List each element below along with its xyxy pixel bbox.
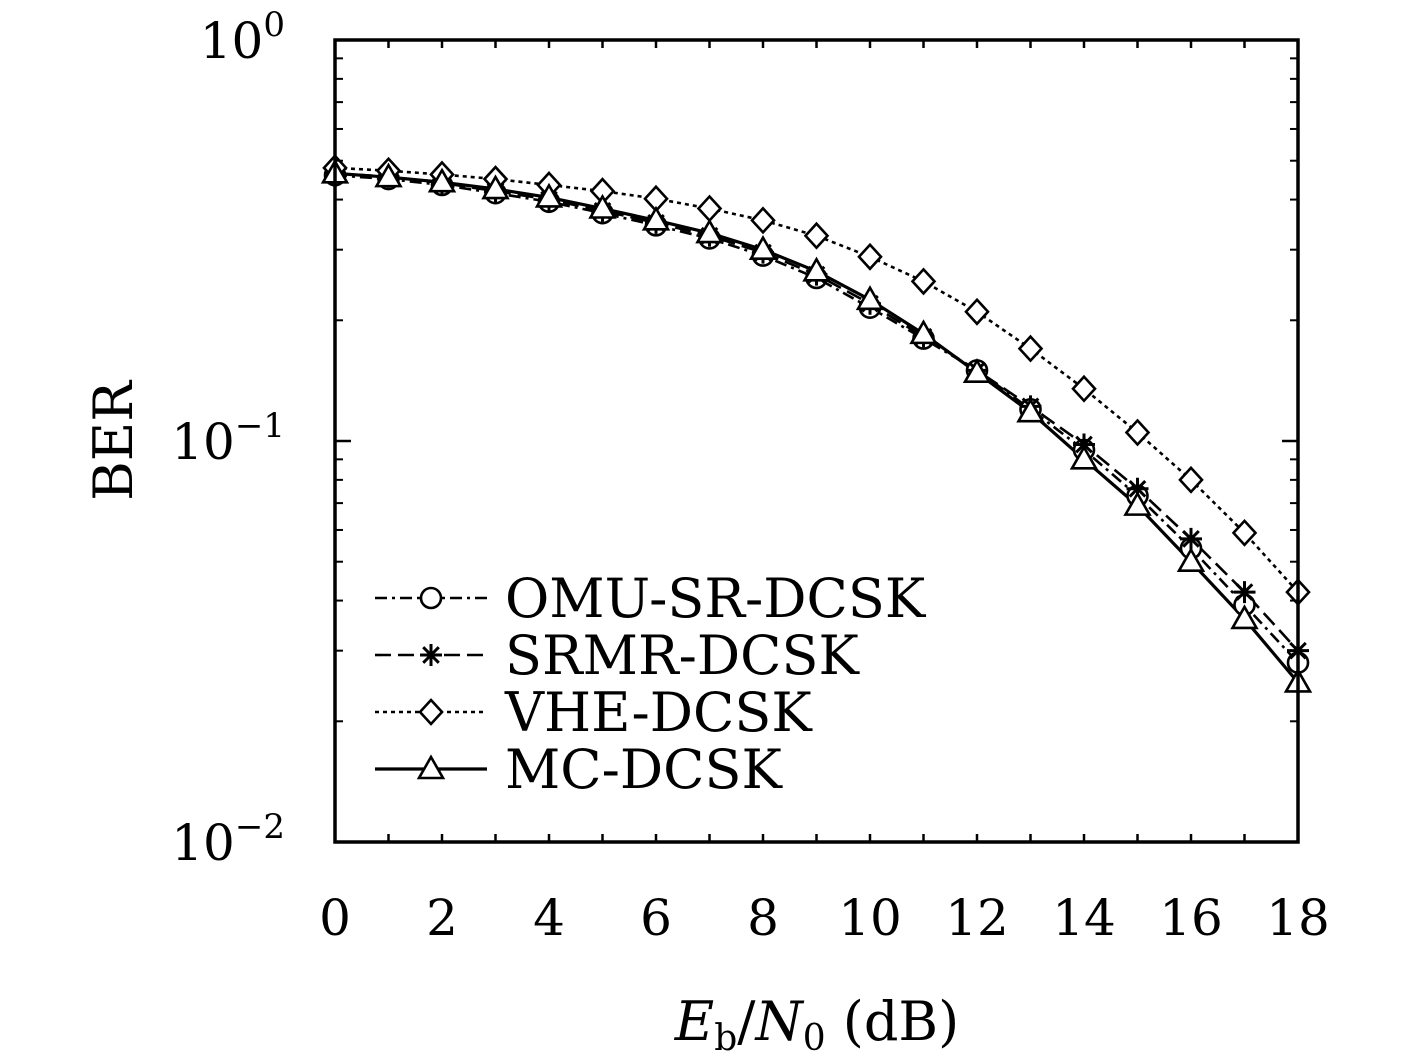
x-axis-label-n: N <box>753 990 804 1053</box>
legend-label: MC-DCSK <box>505 738 783 801</box>
x-tick-label: 6 <box>640 889 672 947</box>
data-point-diamond <box>696 194 723 223</box>
data-point-triangle <box>641 205 671 231</box>
data-point-diamond <box>1124 418 1151 447</box>
x-axis-label: Eb/N0 (dB) <box>674 990 959 1059</box>
legend-marker-triangle <box>416 754 446 780</box>
data-point-triangle <box>1230 604 1259 630</box>
y-tick-label: 100 <box>200 5 285 70</box>
data-point-star <box>1126 477 1149 500</box>
data-point-triangle <box>588 193 617 219</box>
data-point-triangle <box>374 162 403 188</box>
legend-label: VHE-DCSK <box>504 681 813 744</box>
data-point-diamond <box>910 267 937 296</box>
legend-marker-star <box>420 644 442 666</box>
x-axis-label-sub-0: 0 <box>803 1018 826 1059</box>
y-tick-label: 10−2 <box>171 807 285 872</box>
data-point-diamond <box>1231 518 1258 547</box>
data-point-triangle <box>427 167 457 193</box>
data-point-diamond <box>964 297 990 326</box>
x-axis-label-sub-b: b <box>714 1018 737 1059</box>
data-point-triangle <box>534 182 564 208</box>
x-tick-label: 14 <box>1052 889 1116 947</box>
y-tick-label: 10−1 <box>171 406 285 471</box>
x-tick-label: 4 <box>533 889 565 947</box>
data-point-triangle <box>855 285 885 311</box>
data-point-star <box>1233 581 1256 604</box>
data-point-triangle <box>1123 491 1152 516</box>
x-axis-label-unit: (dB) <box>826 990 960 1053</box>
x-tick-label: 12 <box>945 889 1009 947</box>
marker-layer <box>320 153 1313 693</box>
x-tick-label: 16 <box>1159 889 1223 947</box>
data-point-diamond <box>1071 374 1097 403</box>
y-axis-label: BER <box>82 380 145 501</box>
data-point-triangle <box>909 319 938 345</box>
data-point-triangle <box>481 174 510 200</box>
data-point-diamond <box>803 221 830 250</box>
data-point-triangle <box>962 358 992 384</box>
legend-label: OMU-SR-DCSK <box>505 567 927 630</box>
x-axis-label-slash: / <box>737 990 756 1053</box>
data-point-diamond <box>1178 465 1204 494</box>
data-point-triangle <box>748 235 778 260</box>
data-point-triangle <box>802 256 831 282</box>
data-point-diamond <box>750 206 776 235</box>
x-axis-label-e: E <box>674 990 714 1053</box>
legend-marker-diamond <box>418 698 444 726</box>
data-point-diamond <box>1017 334 1044 363</box>
data-point-triangle <box>1016 397 1045 423</box>
legend-label: SRMR-DCSK <box>505 624 860 687</box>
x-tick-label: 2 <box>426 889 458 947</box>
x-tick-label: 0 <box>319 889 351 947</box>
tick-layer: 0 2 4 6 8 10 12 14 16 18 100 10−1 10−2 <box>171 5 1330 947</box>
data-point-diamond <box>857 242 883 271</box>
data-point-triangle <box>695 218 724 244</box>
data-point-star <box>1073 433 1095 456</box>
x-tick-label: 18 <box>1266 889 1330 947</box>
data-point-star <box>1180 527 1202 550</box>
x-tick-label: 10 <box>838 889 902 947</box>
plot-frame <box>333 38 1300 844</box>
data-point-triangle <box>1176 547 1206 573</box>
x-tick-label: 8 <box>747 889 779 947</box>
data-point-triangle <box>1069 444 1099 470</box>
legend-marker-circle <box>419 586 443 610</box>
